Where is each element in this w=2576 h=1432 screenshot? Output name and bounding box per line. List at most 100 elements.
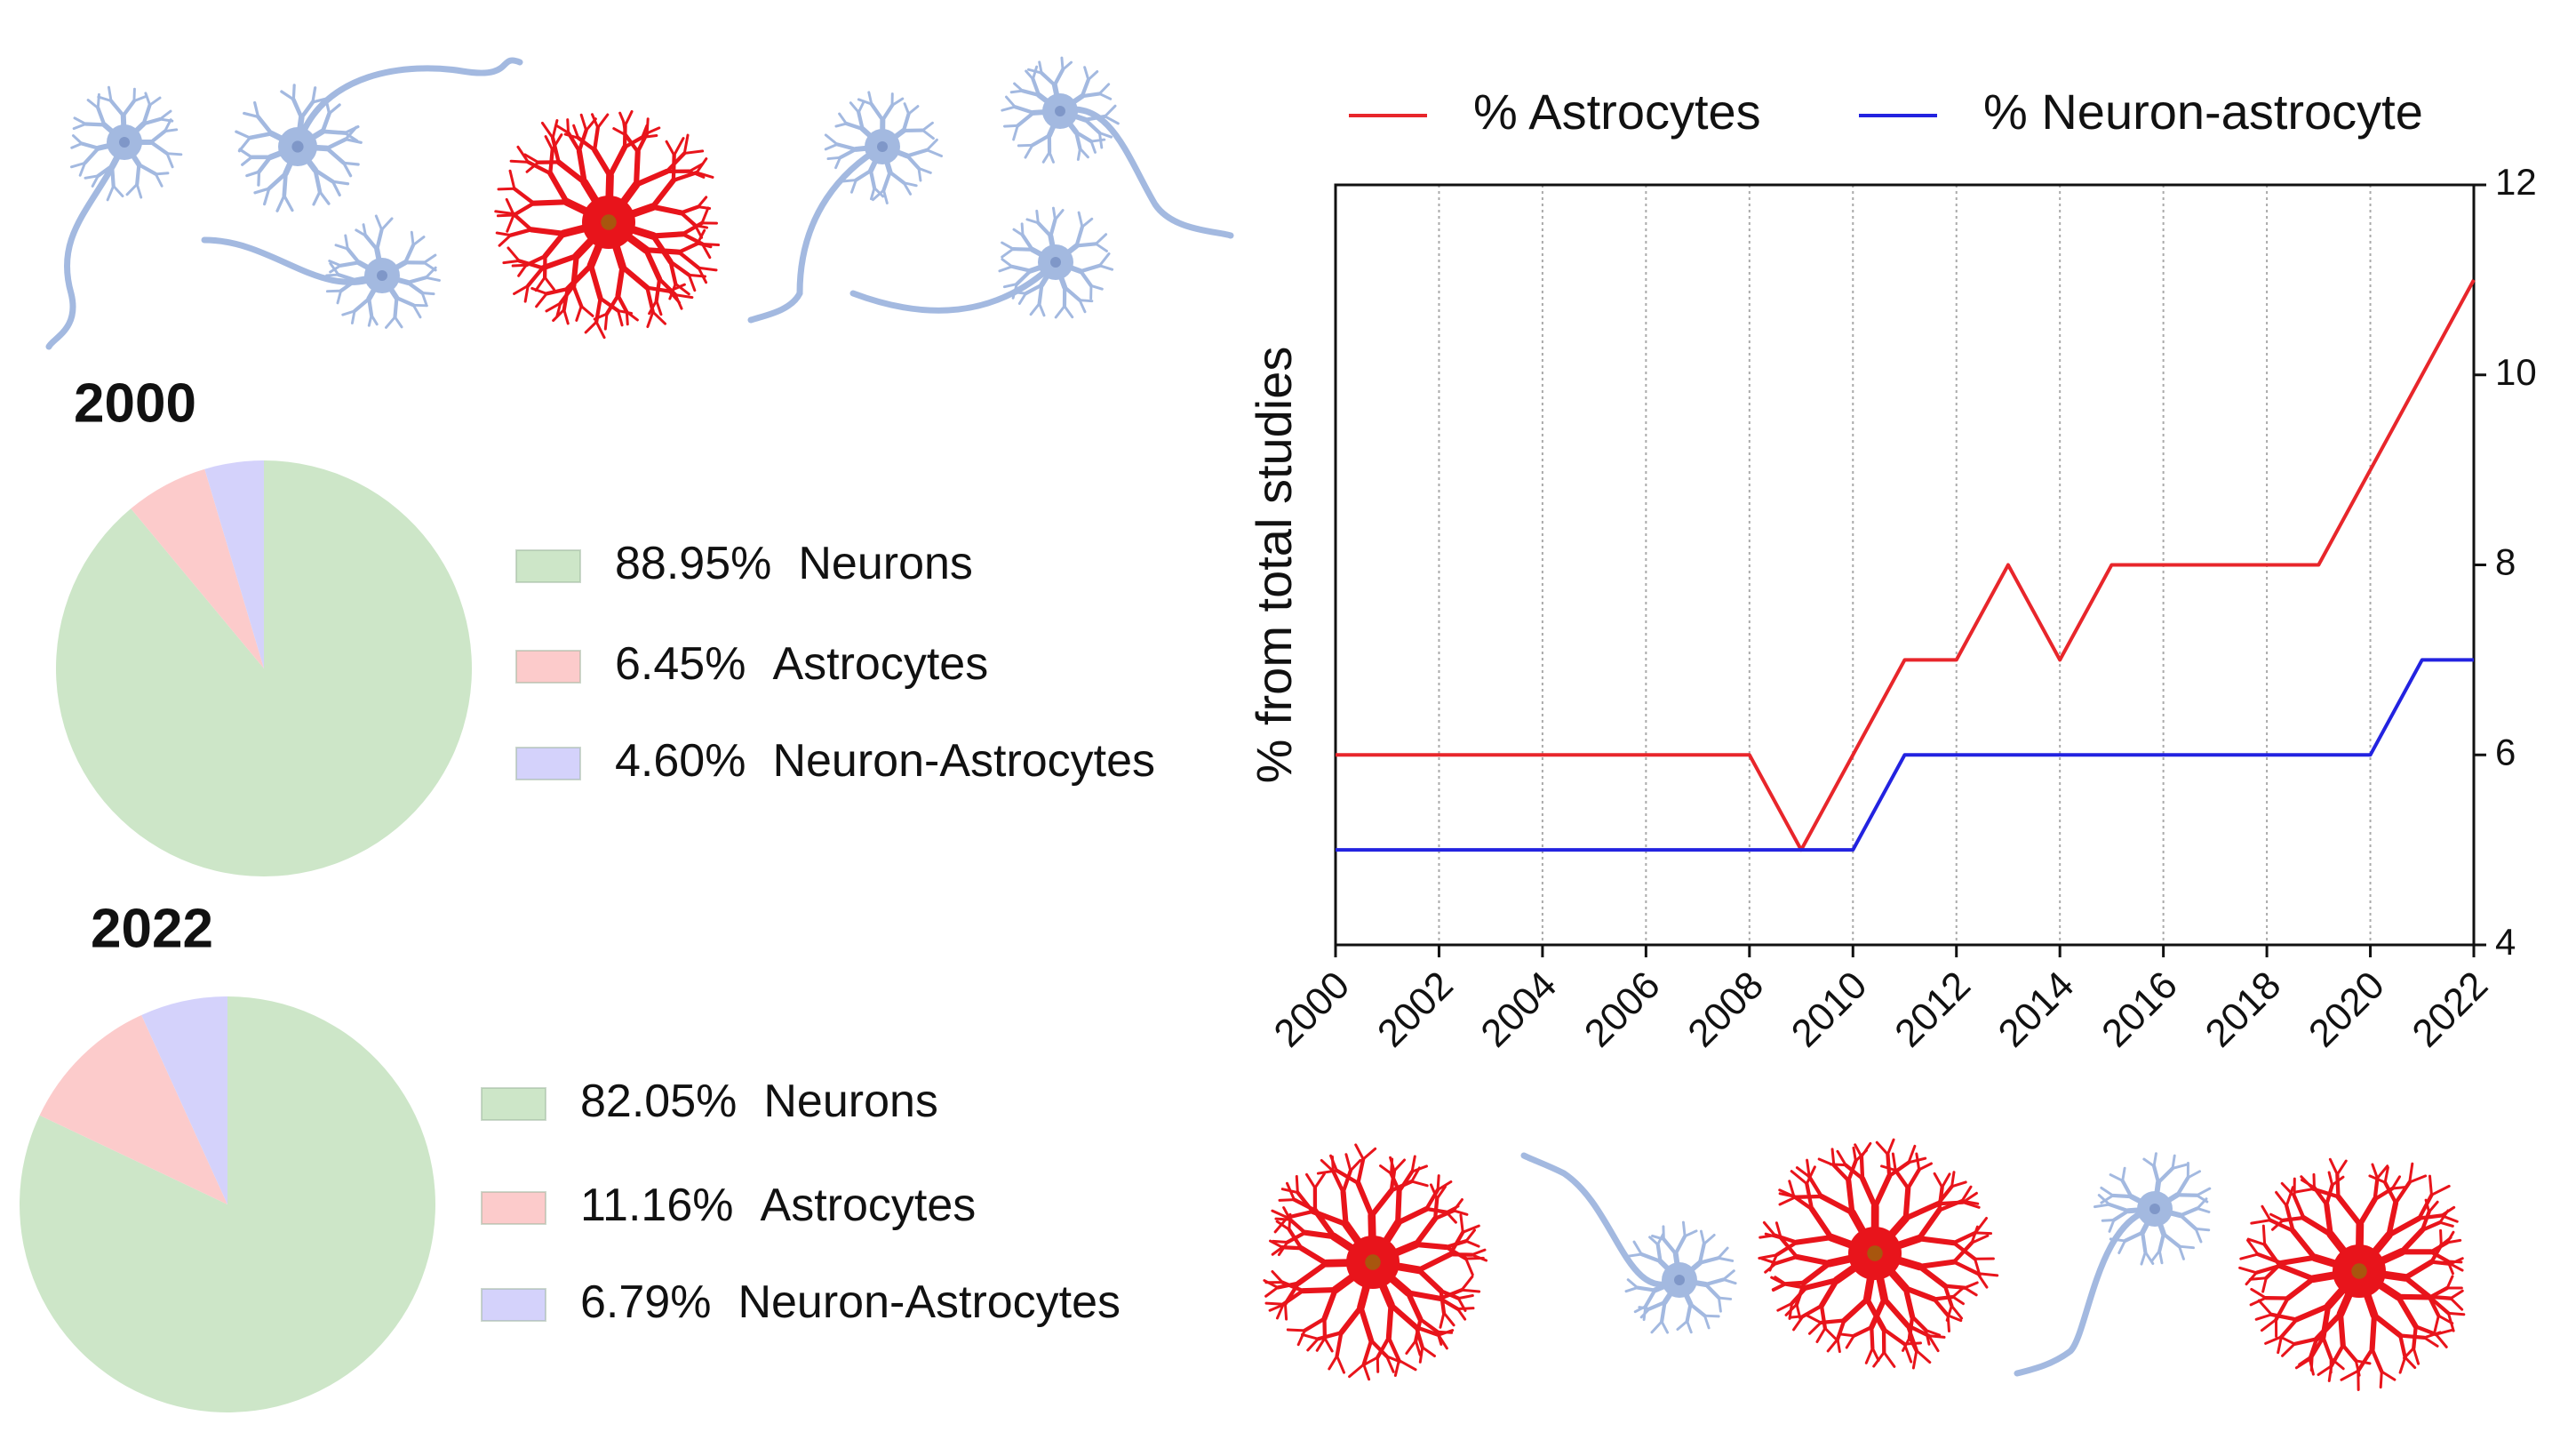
cell-process [2292,1194,2306,1220]
cell-process [1635,1285,1657,1292]
cell-process [607,144,628,179]
cell-process [1639,1252,1663,1264]
cell-process [1436,1174,1440,1192]
cell-process [1758,1253,1778,1260]
cell-process [643,247,682,255]
cell-process [841,179,857,183]
cell-process [502,259,521,265]
cell-process [405,280,425,295]
cell-process [2300,1175,2315,1191]
cell-process [650,231,686,239]
cell-process [1274,1217,1292,1221]
cell-process [2278,1254,2317,1266]
cell-process [824,133,839,146]
cell-process [867,91,873,106]
cell-process [1648,1236,1660,1246]
cell-process [668,260,678,286]
cell-process [1905,1324,1919,1353]
cell-process [881,170,892,193]
cell-process [2320,1303,2332,1340]
cell-process [1470,1248,1487,1257]
cell-process [2285,1276,2317,1301]
legend-swatch [515,650,581,684]
cell-process [2369,1312,2378,1352]
cell-process [523,153,540,164]
cell-process [679,211,698,228]
cell-process [697,196,708,209]
cell-process [2402,1275,2432,1300]
cell-process [2449,1297,2464,1311]
cell-process [1717,1256,1735,1262]
cell-process [1031,76,1041,98]
cell-process [405,276,428,284]
legend-swatch [515,747,581,780]
cell-process [646,310,655,329]
cell-process [280,90,295,101]
cell-process [1717,1296,1722,1313]
cell-process [1951,1230,1978,1245]
cell-process [590,113,600,130]
cell-process [2446,1311,2455,1332]
cell-process [237,136,251,153]
cell-process [2309,1354,2314,1372]
cell-process [1037,283,1044,306]
cell-process [367,314,373,327]
cell-process [1937,1198,1965,1212]
cell-process [508,169,516,190]
cell-process [1974,1257,1982,1277]
cell-process [1418,1317,1440,1334]
cell-process [592,125,600,152]
cell-process [2143,1251,2155,1266]
cell-process [1776,1301,1793,1312]
cell-process [2107,1202,2131,1213]
cell-process [622,119,627,137]
cell-process [1846,1178,1855,1216]
cell-process [367,297,374,317]
cell-process [543,276,555,292]
cell-process [1452,1209,1469,1216]
cell-process [1344,1153,1352,1172]
cell-process [665,140,676,157]
cell-process [1385,1302,1394,1340]
cell-nucleus [377,270,387,281]
cell-process [2100,1186,2115,1197]
cell-process [1405,1290,1424,1323]
cell-process [1722,1277,1737,1285]
cell-process [650,204,684,216]
cell-process [1795,1302,1802,1321]
cell-process [1388,1302,1420,1331]
cell-process [238,148,253,159]
cell-process [141,103,152,126]
cell-process [374,214,384,231]
cell-process [901,111,911,133]
cell-process [72,123,87,131]
cell-process [616,293,629,315]
cell-process [1906,1167,1921,1190]
cell-process [2261,1276,2268,1293]
cell-process [2171,1154,2176,1170]
cell-process [331,180,341,197]
cell-process [2281,1342,2296,1357]
cell-process [341,309,356,316]
cell-process [645,285,655,315]
cell-process [344,234,349,251]
cell-process [2279,1317,2299,1340]
cell-process [2335,1172,2341,1199]
cell-process [245,170,261,178]
cell-process [623,132,640,154]
cell-process [1762,1220,1776,1237]
cell-process [1060,56,1065,71]
cell-process [2268,1218,2295,1233]
cell-process [1870,1347,1880,1362]
cell-process [283,194,294,212]
cell-process [1771,1282,1786,1292]
cell-process [594,320,606,340]
cell-process [2269,1212,2285,1222]
cell-process [2249,1296,2268,1307]
x-tick-label: 2020 [2301,964,2393,1056]
cell-process [1960,1199,1980,1205]
cell-process [2337,1311,2346,1348]
cell-process [2449,1289,2464,1300]
cell-process [697,266,718,272]
cell-process [1336,1354,1346,1374]
